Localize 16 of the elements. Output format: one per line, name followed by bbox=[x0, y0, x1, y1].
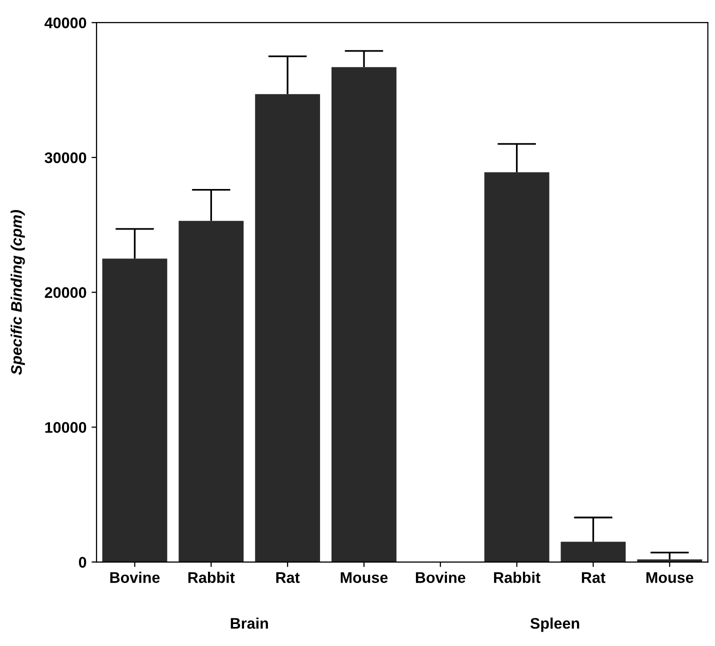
x-tick-label: Mouse bbox=[340, 572, 388, 583]
y-axis-title: Specific Binding (cpm) bbox=[10, 210, 25, 375]
y-tick-label: 40000 bbox=[44, 17, 86, 28]
x-tick-label: Rat bbox=[276, 572, 300, 583]
x-tick-label: Rabbit bbox=[188, 572, 235, 583]
y-tick-label: 10000 bbox=[45, 422, 86, 433]
text: Spleen bbox=[530, 618, 580, 632]
x-tick-label: Mouse bbox=[646, 572, 694, 583]
y-tick-label: 30000 bbox=[44, 152, 86, 164]
x-tick-label: Rabbit bbox=[494, 572, 540, 583]
x-tick-label: Bovine bbox=[110, 572, 160, 583]
x-tick-label: Bovine bbox=[416, 572, 466, 583]
text: Brain bbox=[230, 618, 268, 629]
y-tick-label: 20000 bbox=[44, 287, 86, 298]
x-tick-label: Rat bbox=[582, 572, 606, 583]
y-tick-label: 0 bbox=[78, 556, 86, 568]
